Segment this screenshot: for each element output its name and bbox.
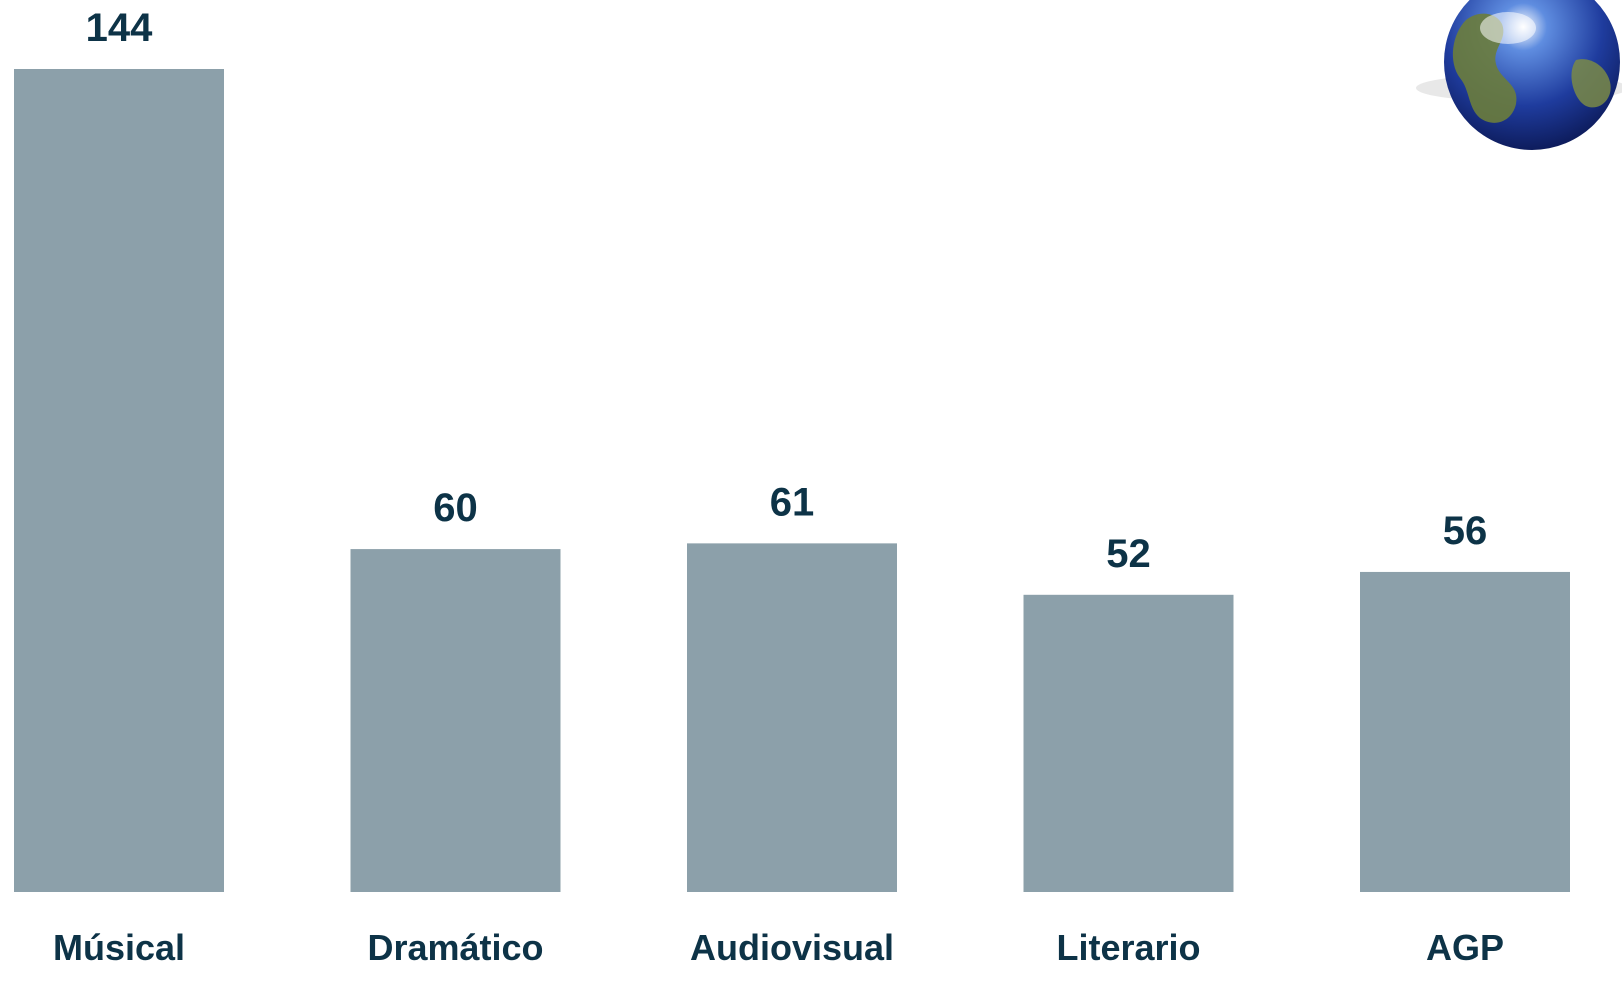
category-label-0: Músical bbox=[53, 927, 185, 968]
category-label-3: Literario bbox=[1056, 927, 1200, 968]
bar-1 bbox=[350, 549, 561, 892]
data-label-2: 61 bbox=[770, 480, 815, 524]
data-label-3: 52 bbox=[1106, 532, 1151, 576]
bar-0 bbox=[14, 69, 224, 892]
data-label-0: 144 bbox=[86, 6, 153, 50]
category-label-2: Audiovisual bbox=[690, 927, 894, 968]
globe-icon bbox=[1416, 0, 1622, 150]
bar-4 bbox=[1360, 571, 1570, 892]
data-label-4: 56 bbox=[1443, 509, 1488, 553]
bar-2 bbox=[687, 543, 897, 892]
data-label-1: 60 bbox=[433, 486, 478, 530]
category-label-4: AGP bbox=[1426, 927, 1504, 968]
bars-layer: 144 Músical 60 Dramático 61 Audiovisual 52 Lite… bbox=[14, 6, 1570, 968]
category-label-1: Dramático bbox=[367, 927, 543, 968]
bar-3 bbox=[1023, 594, 1234, 892]
